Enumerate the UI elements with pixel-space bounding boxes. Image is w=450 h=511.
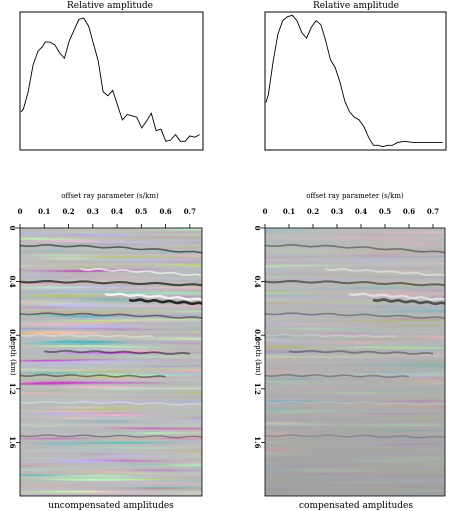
- left-x-tick-label: 0.3: [87, 207, 99, 216]
- left-x-tick-label: 0.1: [38, 207, 50, 216]
- right-y-tick-label: 1.2: [253, 383, 262, 395]
- left-ticks: 0 0.1 0.2 0.3 0.4 0.5 0.6 0.7 0 0.4 0.8 1.2 1.6: [8, 207, 196, 449]
- amp-right-plot: [265, 14, 443, 148]
- right-y-tick-label: 0: [253, 226, 262, 231]
- left-section-frame: [19, 227, 203, 497]
- left-reflection-event: [80, 268, 202, 277]
- left-section-events: [20, 244, 202, 439]
- left-y-tick-label: 0: [8, 226, 17, 231]
- right-section-frame: [264, 227, 446, 497]
- left-reflection-event: [20, 312, 202, 319]
- right-y-tick-label: 0.4: [253, 276, 262, 288]
- amp-left-frame: [19, 11, 204, 151]
- left-y-tick-label: 1.2: [8, 383, 17, 395]
- right-x-tick-label: 0.4: [355, 207, 367, 216]
- amp-right-frame: [264, 11, 447, 151]
- left-reflection-event: [20, 373, 166, 379]
- right-section-fade: [265, 228, 445, 496]
- left-section-texture: [20, 228, 202, 496]
- right-y-tick-label: 1.6: [253, 436, 262, 448]
- left-reflection-event: [104, 292, 202, 301]
- right-x-tick-label: 0: [263, 207, 268, 216]
- left-y-tick-label: 1.6: [8, 436, 17, 448]
- left-x-tick-label: 0.6: [160, 207, 172, 216]
- amp-left-line: [20, 17, 200, 142]
- right-x-tick-label: 0.7: [427, 207, 439, 216]
- right-ticks: 0 0.1 0.2 0.3 0.4 0.5 0.6 0.7 0 0.4 0.8 1.2 1.6: [253, 207, 439, 449]
- amp-right-title: Relative amplitude: [313, 1, 399, 11]
- left-reflection-event: [20, 434, 202, 439]
- left-x-tick-label: 0.7: [184, 207, 196, 216]
- right-y-axis-label: depth (km): [254, 337, 262, 376]
- left-reflection-event: [20, 244, 202, 254]
- right-x-tick-label: 0.1: [283, 207, 295, 216]
- left-x-tick-label: 0: [18, 207, 23, 216]
- right-caption: compensated amplitudes: [299, 501, 413, 511]
- left-reflection-event: [20, 279, 202, 287]
- left-y-tick-label: 0.4: [8, 276, 17, 288]
- right-x-axis-label: offset ray parameter (s/km): [306, 192, 404, 200]
- right-x-tick-label: 0.5: [379, 207, 391, 216]
- left-reflection-event: [20, 333, 154, 338]
- left-reflection-event: [20, 400, 202, 406]
- left-reflection-event: [44, 349, 191, 355]
- right-y-tick-label: 0.8: [253, 329, 262, 341]
- right-x-tick-label: 0.2: [307, 207, 319, 216]
- left-reflection-event: [128, 298, 202, 306]
- left-y-axis-label: depth (km): [9, 337, 17, 376]
- right-x-tick-label: 0.6: [403, 207, 415, 216]
- left-y-tick-label: 0.8: [8, 329, 17, 341]
- amp-right-line: [265, 14, 443, 148]
- right-x-tick-label: 0.3: [331, 207, 343, 216]
- left-caption: uncompensated amplitudes: [48, 501, 174, 511]
- left-x-axis-label: offset ray parameter (s/km): [61, 192, 159, 200]
- amp-left-title: Relative amplitude: [67, 1, 153, 11]
- left-x-tick-label: 0.4: [111, 207, 123, 216]
- left-x-tick-label: 0.5: [135, 207, 147, 216]
- left-x-tick-label: 0.2: [62, 207, 74, 216]
- amp-left-plot: [20, 17, 200, 142]
